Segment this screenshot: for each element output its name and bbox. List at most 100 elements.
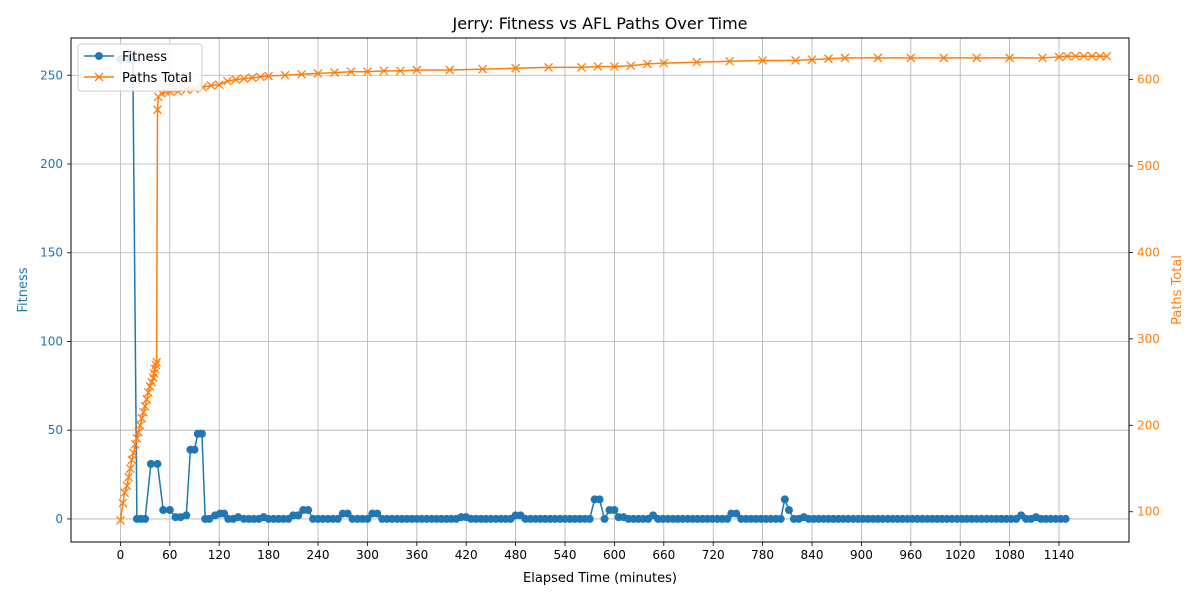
fitness-point [585,514,594,523]
x-tick-label: 1020 [945,548,976,562]
y-left-tick-label: 150 [40,246,63,260]
fitness-point [732,509,741,518]
plot-frame [70,37,1130,543]
paths-point [206,81,216,91]
x-tick-label: 0 [117,548,125,562]
paths-point [659,58,669,68]
paths-point [626,61,636,71]
paths-point [143,387,153,397]
fitness-point [784,506,793,515]
x-tick-label: 840 [801,548,824,562]
x-tick-label: 360 [405,548,428,562]
paths-point [593,62,603,71]
paths-point [151,360,161,370]
paths-point [140,401,150,411]
fitness-point [146,459,155,468]
fitness-point [363,514,372,523]
paths-point [758,56,768,65]
grid [71,38,1129,542]
paths-point [807,55,817,65]
paths-point [130,439,140,449]
paths-point [1054,52,1064,62]
x-tick-label: 780 [751,548,774,562]
fitness-point [197,429,206,438]
paths-point [478,64,488,74]
y-left-tick-label: 250 [40,68,63,82]
fitness-point [780,495,789,504]
paths-point [222,76,232,86]
x-tick-label: 960 [899,548,922,562]
x-axis-label: Elapsed Time (minutes) [523,571,677,586]
paths-point [1062,51,1072,61]
paths-point [120,488,129,498]
fitness-point [610,506,619,515]
paths-point [118,498,128,508]
y-left-tick-label: 200 [40,157,63,171]
paths-point [127,455,137,465]
x-tick-label: 120 [208,548,231,562]
y-right-tick-label: 200 [1137,418,1160,432]
x-tick-label: 480 [504,548,527,562]
x-tick-label: 60 [162,548,177,562]
paths-point [115,515,125,525]
x-tick-label: 720 [702,548,725,562]
fitness-point [776,514,785,523]
paths-point [544,62,554,72]
paths-point [137,413,147,423]
paths-point [280,70,290,80]
fitness-point [165,506,174,515]
x-tick-label: 900 [850,548,873,562]
paths-point [239,74,249,84]
paths-point [132,433,142,443]
paths-point [1095,51,1105,61]
paths-point [939,53,949,63]
paths-point [362,67,372,77]
paths-point [134,427,143,437]
paths-point [642,59,652,69]
x-tick-label: 1080 [994,548,1025,562]
paths-point [330,68,339,78]
paths-point [873,53,883,63]
paths-point [152,105,162,115]
fitness-point [205,514,214,523]
paths-point [297,69,306,79]
fitness-point [595,495,604,504]
paths-point [511,63,521,73]
paths-point [791,56,801,65]
fitness-point [190,445,199,454]
legend-paths-marker [94,72,104,82]
paths-point [1079,51,1089,61]
x-tick-label: 540 [554,548,577,562]
y-axis-right: 100 200 300 400 500 600 [1129,72,1160,519]
paths-point [313,68,323,78]
paths-point [129,448,139,458]
chart-title: Jerry: Fitness vs AFL Paths Over Time [451,14,747,33]
paths-point [214,80,224,90]
x-tick-label: 240 [307,548,330,562]
paths-point [231,75,241,84]
paths-point [1087,51,1097,61]
paths-point [824,54,833,64]
fitness-point [153,459,162,468]
x-tick-label: 180 [257,548,280,562]
fitness-point [600,514,609,523]
x-tick-label: 420 [455,548,478,562]
legend-fitness-marker [95,52,103,60]
fitness-point [343,509,352,518]
paths-point [972,53,982,63]
fitness-point [294,511,303,520]
y-right-tick-label: 500 [1137,159,1160,173]
x-axis: 0 60 120 180 240 300 360 420 480 540 600 660 720 780 8… [117,542,1075,562]
y-left-tick-label: 0 [55,512,63,526]
legend: Fitness Paths Total [77,43,203,92]
paths-point [124,472,134,482]
fitness-point [1061,514,1070,523]
paths-point [1071,51,1080,61]
paths-point [264,71,274,81]
x-tick-label: 660 [652,548,675,562]
x-tick-label: 1140 [1044,548,1075,562]
y-left-tick-label: 50 [48,423,63,437]
y-axis-left-label: Fitness [16,267,31,312]
y-right-tick-label: 300 [1137,332,1160,346]
